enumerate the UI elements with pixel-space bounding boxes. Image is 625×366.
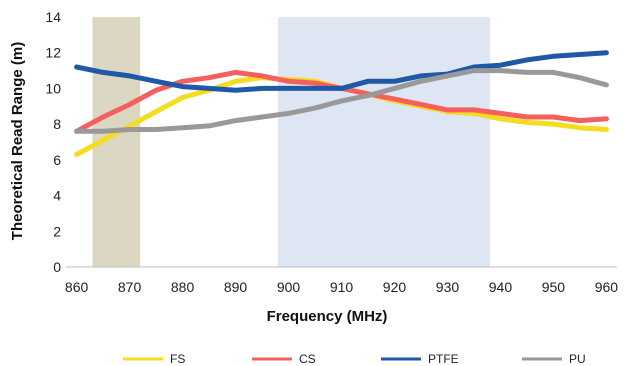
x-tick-label: 900 [277, 279, 301, 295]
x-tick-label: 880 [171, 279, 195, 295]
x-tick-label: 940 [489, 279, 513, 295]
y-tick-label: 12 [45, 45, 61, 61]
legend-label-cs: CS [299, 352, 316, 366]
highlight-bands [92, 17, 490, 267]
series-line-ptfe [74, 50, 609, 93]
x-axis-title: Frequency (MHz) [267, 308, 388, 325]
y-tick-label: 0 [53, 259, 61, 275]
axes: 0 2 4 6 8 10 12 14 860 870 880 890 900 910 920 930 940 95… [45, 9, 618, 295]
x-tick-label: 910 [330, 279, 354, 295]
legend-label-fs: FS [170, 352, 185, 366]
x-tick-label: 870 [118, 279, 142, 295]
series-lines [74, 50, 609, 157]
x-tick-label: 930 [436, 279, 460, 295]
y-tick-label: 14 [45, 9, 61, 25]
legend: FS CS PTFE PU [123, 352, 586, 366]
series-line-pu [74, 68, 609, 134]
x-tick-label: 960 [595, 279, 619, 295]
x-tick-label: 860 [65, 279, 89, 295]
y-tick-label: 2 [53, 223, 61, 239]
y-tick-label: 10 [45, 80, 61, 96]
x-tick-label: 950 [542, 279, 566, 295]
y-tick-label: 8 [53, 116, 61, 132]
y-tick-label: 4 [53, 188, 61, 204]
y-axis-title: Theoretical Read Range (m) [9, 42, 26, 240]
highlight-band-1 [277, 17, 490, 267]
x-tick-label: 920 [383, 279, 407, 295]
legend-label-ptfe: PTFE [428, 352, 459, 366]
x-tick-label: 890 [224, 279, 248, 295]
y-tick-label: 6 [53, 152, 61, 168]
legend-label-pu: PU [569, 352, 586, 366]
